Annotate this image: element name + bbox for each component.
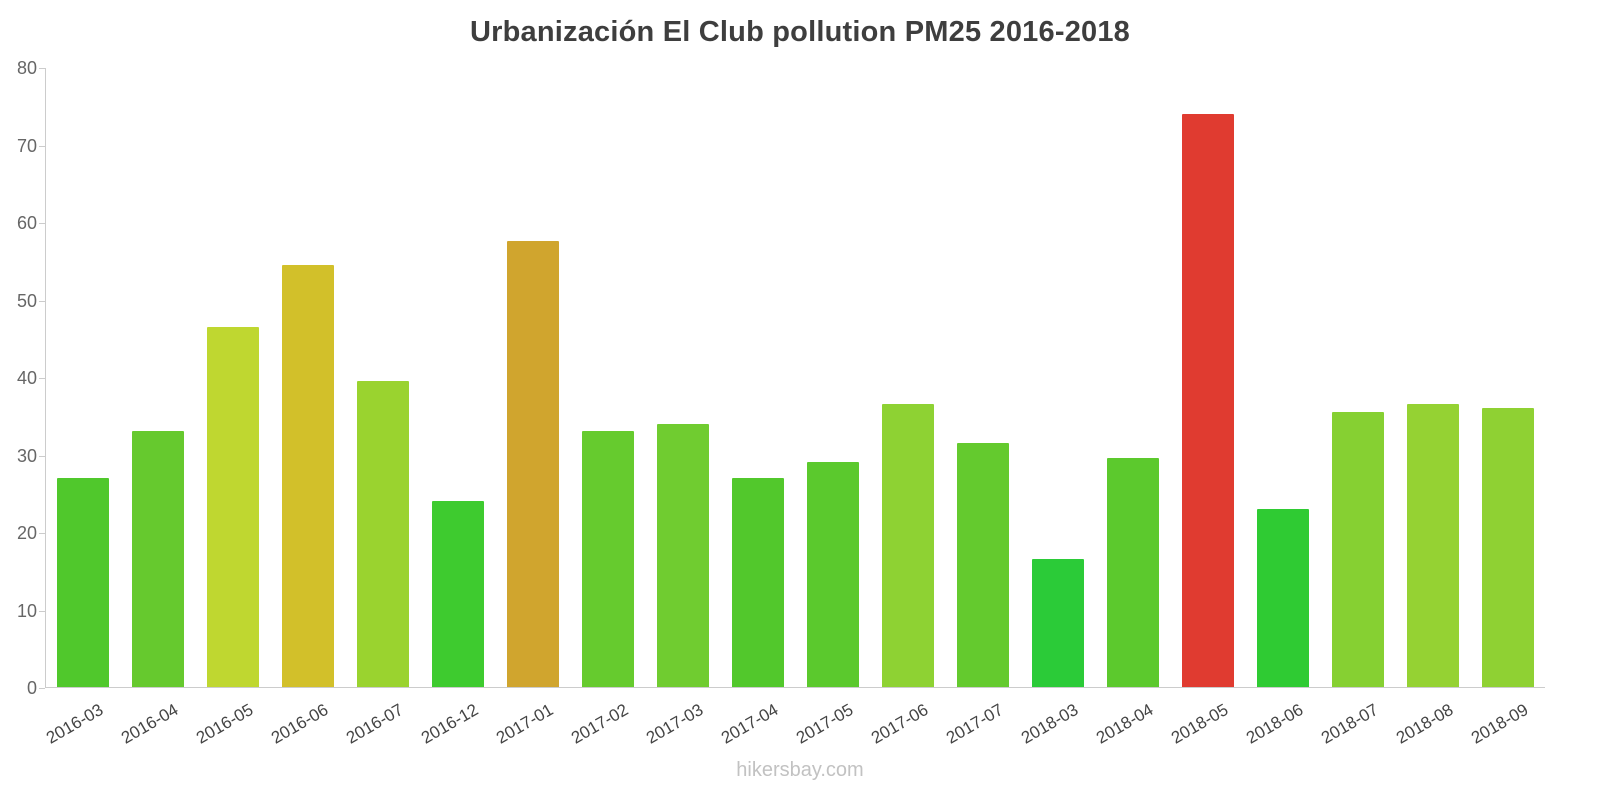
bar-2017-03[interactable] (656, 423, 709, 687)
x-tick-label: 2017-02 (567, 700, 631, 748)
x-tick-label: 2016-06 (267, 700, 331, 748)
bar-2017-02[interactable] (581, 431, 634, 687)
y-tick-mark (39, 688, 45, 689)
bar-2018-06[interactable] (1256, 508, 1309, 687)
x-tick-label: 2017-06 (867, 700, 931, 748)
bar-2017-04[interactable] (731, 477, 784, 687)
bar-2016-07[interactable] (356, 380, 409, 687)
bar-2016-12[interactable] (431, 501, 484, 687)
y-tick-label: 70 (16, 135, 37, 156)
bar-2017-01[interactable] (506, 241, 559, 687)
x-tick-label: 2018-07 (1317, 700, 1381, 748)
bar-2017-05[interactable] (806, 462, 859, 687)
x-tick-label: 2017-05 (792, 700, 856, 748)
x-tick-label: 2017-04 (717, 700, 781, 748)
y-tick-label: 50 (16, 290, 37, 311)
x-tick-label: 2017-03 (642, 700, 706, 748)
bar-2018-09[interactable] (1481, 408, 1534, 687)
y-tick-label: 0 (26, 678, 37, 698)
x-tick-label: 2018-08 (1392, 700, 1456, 748)
bar-2016-04[interactable] (131, 431, 184, 687)
bar-2016-05[interactable] (206, 326, 259, 687)
bar-2018-07[interactable] (1331, 411, 1384, 687)
bar-2018-04[interactable] (1106, 458, 1159, 687)
y-tick-label: 10 (16, 600, 37, 621)
x-tick-label: 2018-06 (1242, 700, 1306, 748)
y-tick-label: 80 (16, 58, 37, 78)
x-tick-label: 2018-09 (1467, 700, 1531, 748)
y-tick-label: 40 (16, 368, 37, 388)
y-tick-label: 60 (16, 213, 37, 233)
x-tick-label: 2017-07 (942, 700, 1006, 748)
bar-2017-07[interactable] (956, 442, 1009, 687)
y-tick-mark (39, 300, 45, 302)
bar-2018-08[interactable] (1406, 404, 1459, 687)
y-tick-mark (39, 145, 45, 147)
bar-2016-06[interactable] (281, 264, 334, 687)
y-tick-mark (39, 533, 45, 534)
y-tick-mark (39, 610, 45, 612)
x-tick-label: 2016-03 (42, 700, 106, 748)
x-tick-label: 2018-04 (1092, 700, 1156, 748)
x-tick-label: 2017-01 (492, 700, 556, 748)
y-tick-mark (39, 455, 45, 457)
x-tick-label: 2016-12 (417, 700, 481, 748)
bar-2018-05[interactable] (1181, 113, 1234, 687)
y-tick-label: 30 (16, 445, 37, 466)
x-tick-label: 2016-07 (342, 700, 406, 748)
bar-2018-03[interactable] (1031, 559, 1084, 687)
y-tick-mark (39, 68, 45, 69)
y-tick-label: 20 (16, 523, 37, 543)
y-tick-mark (39, 378, 45, 379)
chart-title: Urbanización El Club pollution PM25 2016… (469, 16, 1131, 48)
x-tick-label: 2016-04 (117, 700, 181, 748)
watermark-text: hikersbay.com (736, 759, 864, 781)
bar-2017-06[interactable] (881, 404, 934, 687)
x-tick-label: 2018-05 (1167, 700, 1231, 748)
plot-area: 0 10 20 30 40 50 60 70 80 2016-03 2016-04 2016-05 20… (17, 58, 1545, 748)
x-tick-label: 2018-03 (1017, 700, 1081, 748)
bar-2016-03[interactable] (56, 477, 109, 687)
x-tick-label: 2016-05 (192, 700, 256, 748)
y-tick-mark (39, 223, 45, 224)
